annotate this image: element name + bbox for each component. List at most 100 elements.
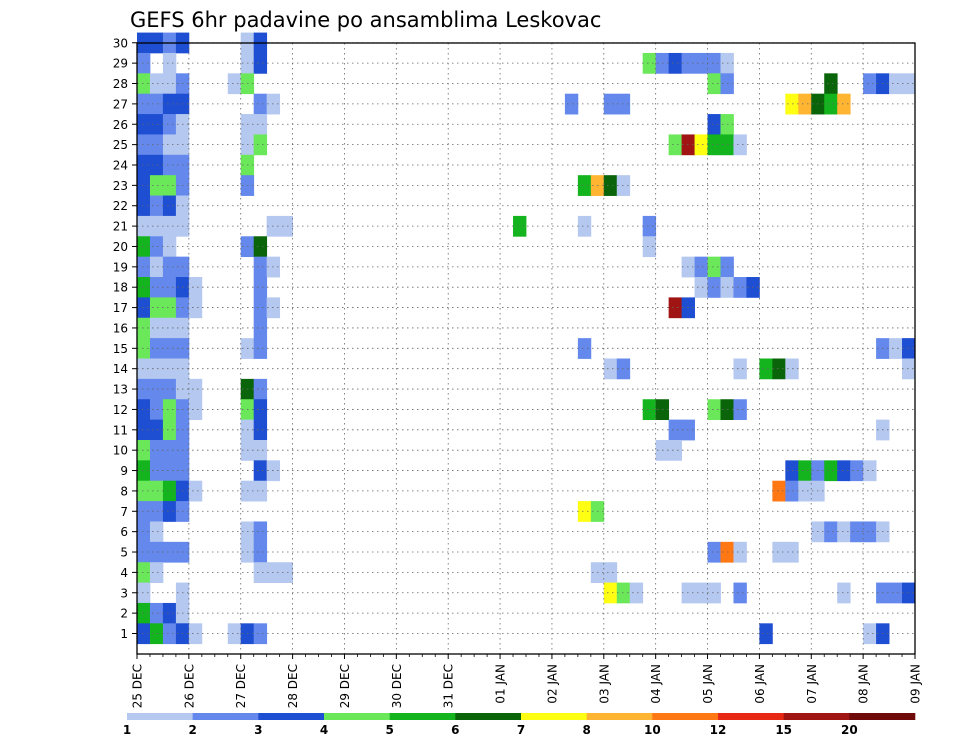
heatmap-cell bbox=[603, 175, 618, 196]
colorbar-swatch bbox=[258, 713, 325, 720]
heatmap-cell bbox=[577, 501, 592, 522]
heatmap-cell bbox=[137, 134, 164, 156]
heatmap-cell bbox=[188, 277, 203, 298]
y-tick-label: 28 bbox=[113, 77, 128, 91]
heatmap-cell bbox=[577, 215, 592, 237]
heatmap-cells bbox=[137, 32, 916, 645]
x-tick-label: 25 DEC bbox=[131, 664, 145, 708]
chart-title: GEFS 6hr padavine po ansamblima Leskovac bbox=[130, 8, 601, 32]
x-tick-label: 26 DEC bbox=[182, 664, 196, 708]
y-tick-label: 13 bbox=[113, 383, 128, 397]
heatmap-cell bbox=[240, 114, 268, 135]
colorbar-swatch bbox=[718, 713, 784, 720]
heatmap-cell bbox=[733, 358, 747, 380]
y-tick-label: 2 bbox=[120, 607, 128, 621]
heatmap-cell bbox=[137, 460, 151, 482]
y-tick-label: 22 bbox=[113, 199, 128, 213]
heatmap-cell bbox=[733, 277, 747, 298]
heatmap-cell bbox=[137, 195, 151, 217]
heatmap-cell bbox=[137, 317, 151, 339]
heatmap-cell bbox=[759, 358, 773, 380]
y-tick-label: 29 bbox=[113, 57, 128, 71]
y-tick-label: 11 bbox=[113, 423, 128, 437]
heatmap-cell bbox=[162, 154, 190, 176]
heatmap-cell bbox=[577, 175, 592, 196]
heatmap-cell bbox=[162, 439, 190, 461]
y-tick-label: 14 bbox=[113, 362, 128, 376]
heatmap-cell bbox=[564, 93, 579, 115]
heatmap-cell bbox=[162, 114, 177, 135]
heatmap-cell bbox=[772, 480, 786, 502]
heatmap-cell bbox=[162, 602, 177, 624]
heatmap-cell bbox=[850, 460, 864, 482]
heatmap-cell bbox=[253, 399, 268, 421]
y-tick-label: 9 bbox=[120, 464, 128, 478]
x-tick-label: 08 JAN bbox=[857, 664, 871, 704]
y-tick-label: 30 bbox=[113, 36, 128, 50]
heatmap-cell bbox=[149, 460, 190, 482]
heatmap-cell bbox=[162, 52, 177, 74]
heatmap-cell bbox=[162, 623, 177, 645]
heatmap-cell bbox=[253, 623, 268, 645]
y-tick-label: 24 bbox=[113, 158, 128, 172]
heatmap-cell bbox=[798, 460, 812, 482]
heatmap-cell bbox=[253, 378, 268, 400]
heatmap-cell bbox=[162, 195, 177, 217]
heatmap-cell bbox=[863, 623, 877, 645]
heatmap-cell bbox=[253, 236, 268, 258]
colorbar-label: 5 bbox=[385, 723, 393, 737]
heatmap-cell bbox=[707, 73, 721, 95]
heatmap-cell bbox=[227, 73, 242, 95]
heatmap-cell bbox=[668, 419, 695, 441]
x-tick-label: 30 DEC bbox=[390, 664, 404, 708]
heatmap-cell bbox=[707, 277, 721, 298]
colorbar-label: 1 bbox=[123, 723, 131, 737]
heatmap-cell bbox=[253, 419, 268, 441]
colorbar-label: 2 bbox=[188, 723, 196, 737]
heatmap-cell bbox=[162, 419, 177, 441]
heatmap-cell bbox=[149, 195, 164, 217]
x-tick-label: 31 DEC bbox=[442, 664, 456, 708]
heatmap-cell bbox=[837, 521, 851, 543]
heatmap-cell bbox=[603, 582, 618, 604]
heatmap-cell bbox=[137, 338, 151, 359]
heatmap-cell bbox=[137, 73, 151, 95]
x-tick-label: 04 JAN bbox=[649, 664, 663, 704]
heatmap-cell bbox=[707, 256, 721, 278]
heatmap-cell bbox=[253, 541, 268, 563]
y-axis: 1234567891011121314151617181920212223242… bbox=[113, 36, 137, 641]
heatmap-cell bbox=[798, 480, 825, 502]
heatmap-cell bbox=[824, 460, 838, 482]
heatmap-cell bbox=[162, 93, 190, 115]
heatmap-cell bbox=[772, 358, 786, 380]
colorbar-swatch bbox=[849, 713, 916, 720]
heatmap-cell bbox=[642, 215, 657, 237]
heatmap-cell bbox=[681, 52, 721, 74]
y-tick-label: 18 bbox=[113, 281, 128, 295]
heatmap-cell bbox=[707, 134, 734, 156]
heatmap-cell bbox=[137, 93, 164, 115]
y-tick-label: 12 bbox=[113, 403, 128, 417]
heatmap-cell bbox=[137, 297, 151, 319]
heatmap-cell bbox=[240, 439, 268, 461]
y-tick-label: 7 bbox=[120, 505, 128, 519]
heatmap-cell bbox=[188, 623, 203, 645]
heatmap-cell bbox=[590, 562, 618, 583]
heatmap-cell bbox=[137, 480, 164, 502]
x-tick-label: 09 JAN bbox=[909, 664, 923, 704]
heatmap-cell bbox=[863, 73, 877, 95]
heatmap-cell bbox=[889, 338, 903, 359]
heatmap-cell bbox=[603, 93, 631, 115]
heatmap-cell bbox=[162, 501, 177, 522]
heatmap-cell bbox=[162, 480, 177, 502]
y-tick-label: 21 bbox=[113, 220, 128, 234]
heatmap-cell bbox=[188, 399, 203, 421]
colorbar-label: 20 bbox=[841, 723, 858, 737]
heatmap-cell bbox=[137, 175, 151, 196]
colorbar-swatch bbox=[324, 713, 390, 720]
colorbar-label: 3 bbox=[254, 723, 262, 737]
heatmap-cell bbox=[603, 358, 618, 380]
y-tick-label: 17 bbox=[113, 301, 128, 315]
heatmap-cell bbox=[137, 378, 177, 400]
